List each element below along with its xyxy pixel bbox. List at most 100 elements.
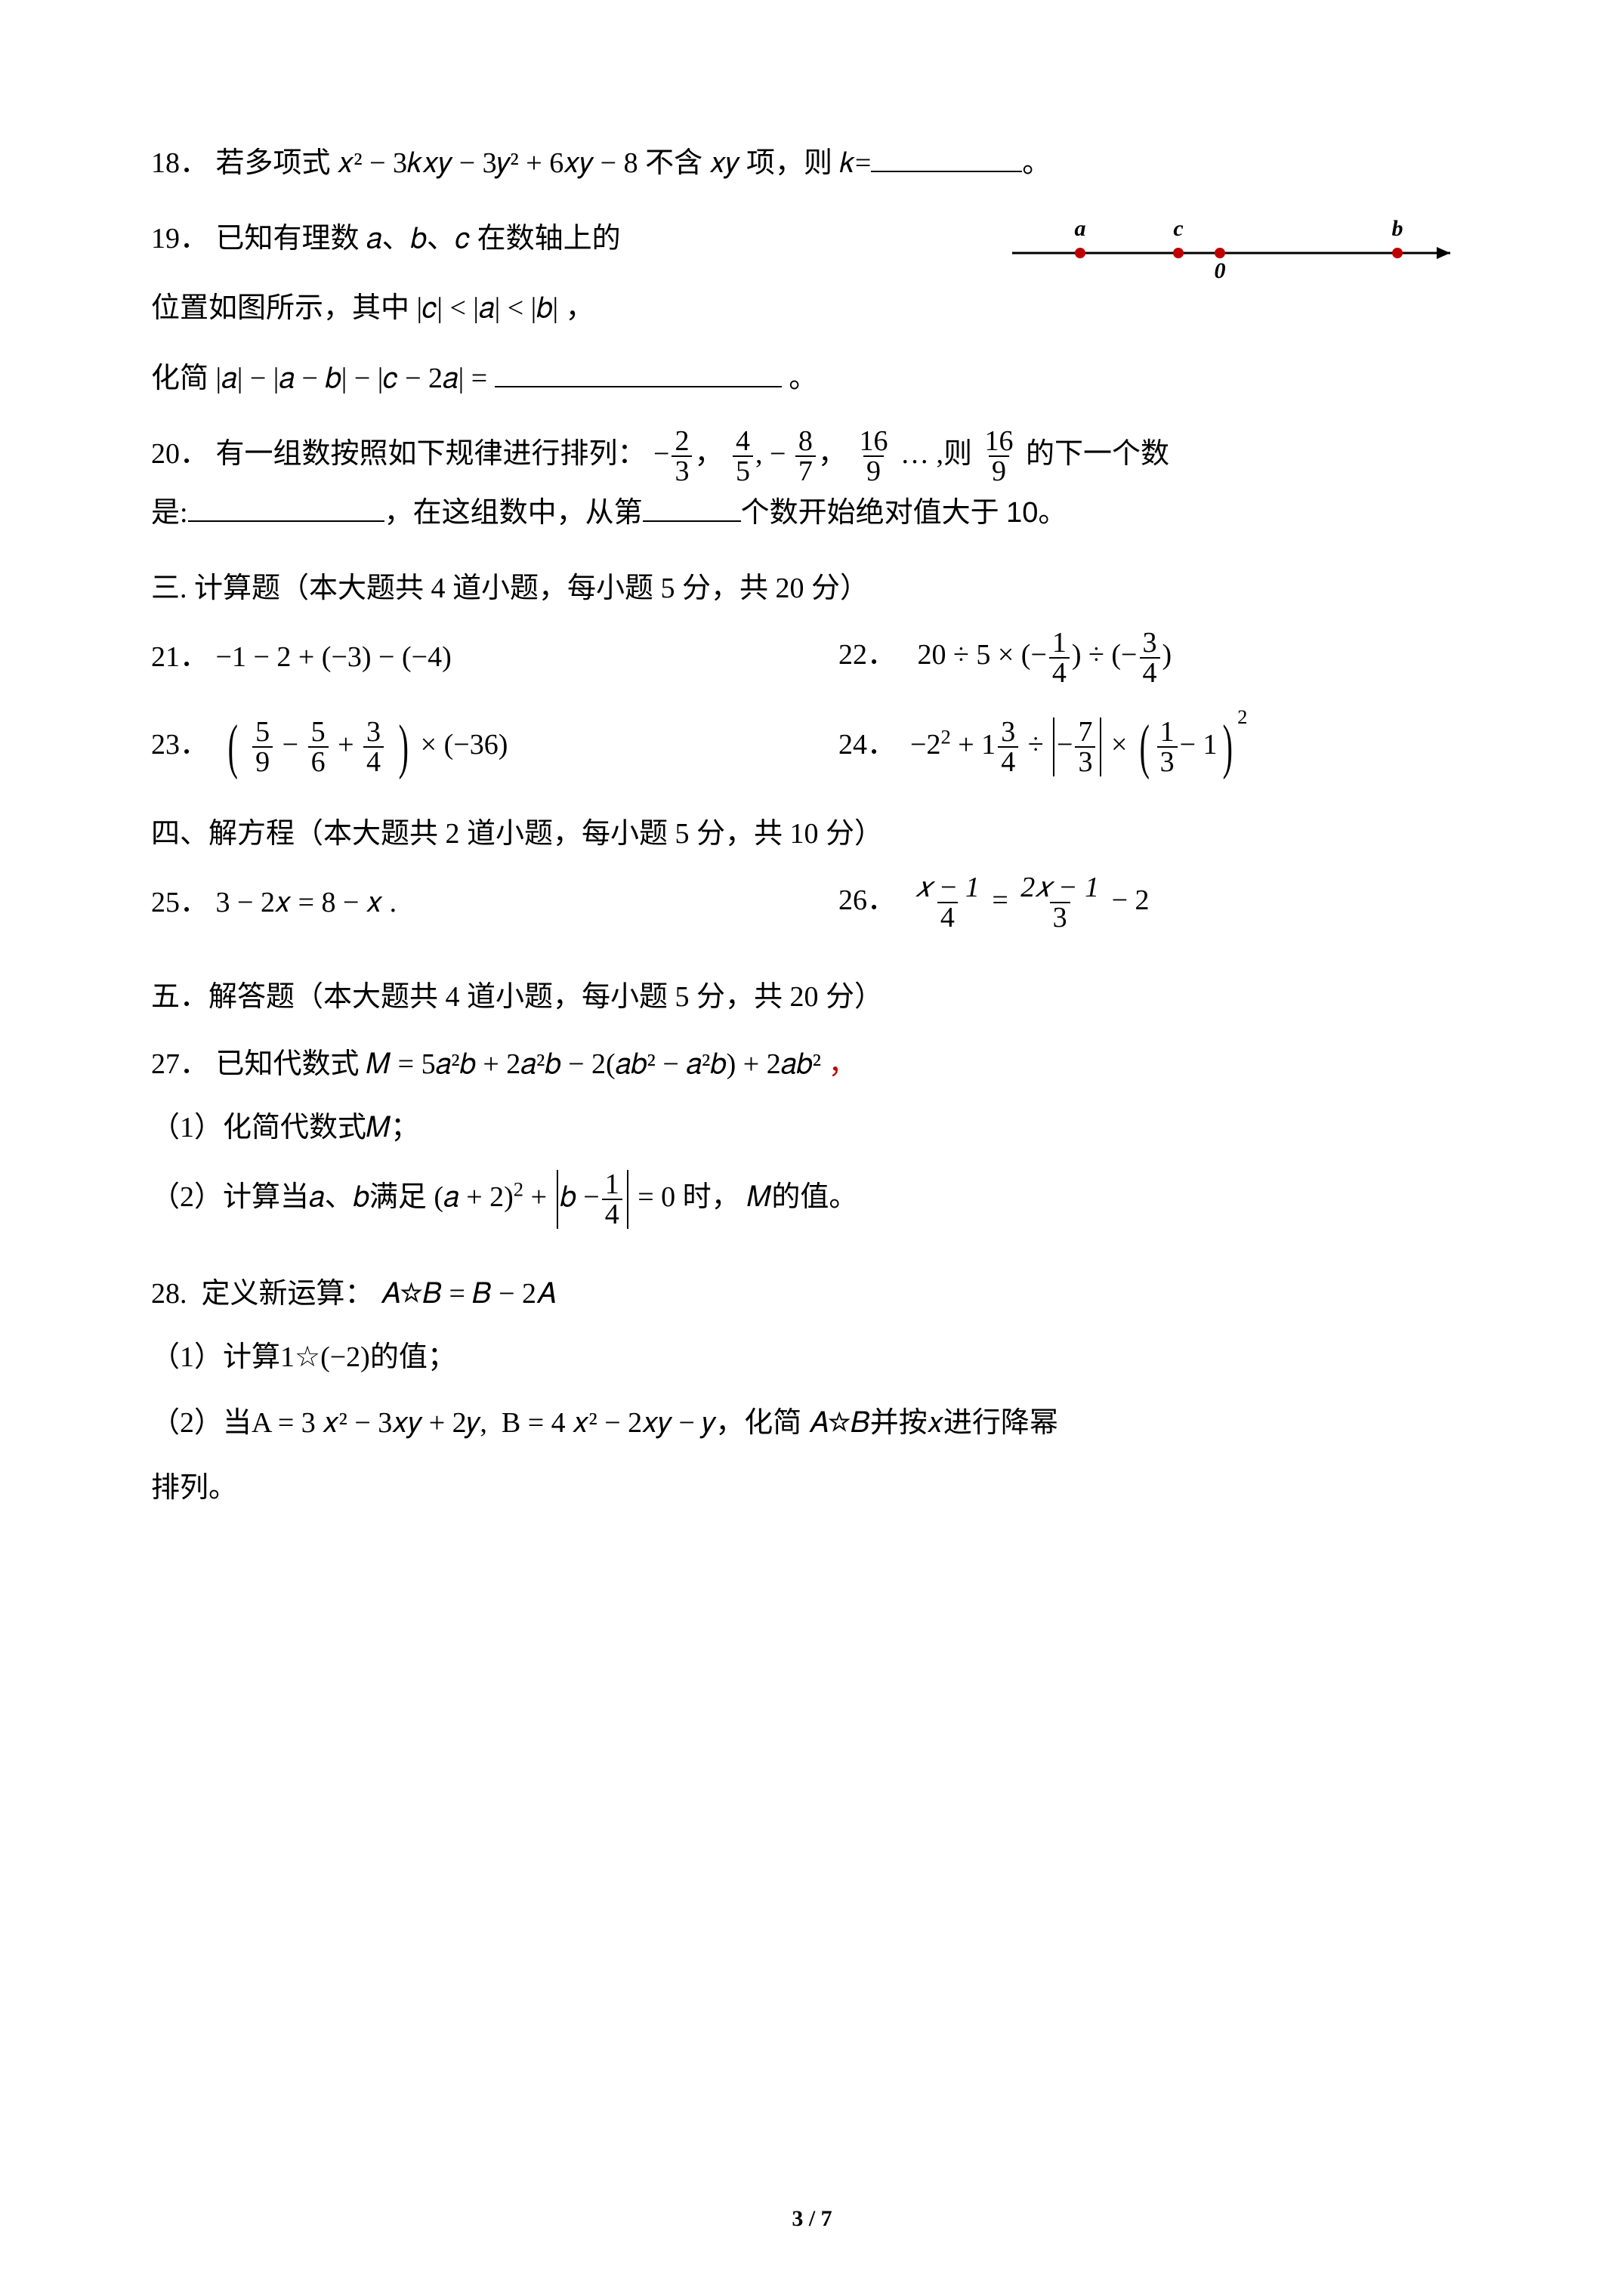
q23-d3: 4 <box>363 746 384 776</box>
q23-d1: 9 <box>252 746 273 776</box>
q20-t3-den: 7 <box>795 455 816 486</box>
q24-plus: + 1 <box>958 729 996 761</box>
q19-line3-a: 化简 <box>151 363 208 394</box>
q28-p2-d: 进行降幂 <box>943 1407 1058 1439</box>
q27-M: 𝑀 <box>366 1112 391 1143</box>
q27-lp: (𝑎 + 2) <box>434 1181 513 1213</box>
question-19: 19． 已知有理数 𝑎、𝑏、𝑐 在数轴上的 位置如图所示，其中 |𝑐| < |𝑎… <box>151 211 1473 406</box>
q19-end: 。 <box>789 363 817 394</box>
q27-p2-b: 满足 <box>369 1181 427 1213</box>
q24-sup2: 2 <box>1237 705 1247 728</box>
q20-line2-d: 。 <box>1038 497 1067 529</box>
q22-mid: ) ÷ (− <box>1072 639 1138 671</box>
q20-text-a: 有一组数按照如下规律进行排列： <box>216 438 647 470</box>
section-4-heading: 四、解方程（本大题共 2 道小题，每小题 5 分，共 10 分） <box>151 807 1473 861</box>
question-27: 27． 已知代数式 𝑀 = 5𝑎²𝑏 + 2𝑎²𝑏 − 2(𝑎𝑏² − 𝑎²𝑏)… <box>151 1037 1473 1230</box>
q20-t5-num: 16 <box>981 427 1016 455</box>
q28-p1-b: 的值； <box>370 1341 456 1373</box>
q19-line2-a: 位置如图所示，其中 <box>151 292 409 324</box>
q24-a: −2 <box>910 729 940 761</box>
q24-md: 4 <box>998 746 1018 776</box>
q26-num: 26． <box>838 884 896 916</box>
q18-xy: 𝑥𝑦 <box>710 147 739 179</box>
q26-rn: 2𝑥 − 1 <box>1017 873 1102 902</box>
q28-p3: 排列。 <box>151 1472 237 1504</box>
q27-fn: 1 <box>602 1170 622 1199</box>
q22-lead: 20 ÷ 5 × (− <box>918 639 1047 671</box>
q20-blank2 <box>643 493 741 522</box>
q27-p1: （1）化简代数式 <box>151 1112 366 1143</box>
q19-num: 19． <box>151 223 208 255</box>
q24-mn: 3 <box>998 718 1018 746</box>
q26-tail: − 2 <box>1112 884 1150 916</box>
q20-t2-den: 5 <box>733 455 753 486</box>
q20-t2-num: 4 <box>733 427 753 455</box>
q23-n3: 3 <box>363 718 384 746</box>
q20-line2-b: ，在这组数中，从第 <box>384 497 643 529</box>
q19-line1-b: 在数轴上的 <box>477 223 621 255</box>
q22-d2: 4 <box>1140 657 1160 687</box>
q23-n2: 5 <box>308 718 329 746</box>
q19-line2-b: ， <box>566 292 594 324</box>
number-line-figure: a c 0 b <box>1005 211 1473 298</box>
q18-blank <box>871 144 1022 172</box>
q19-expr: |𝑎| − |𝑎 − 𝑏| − |𝑐 − 2𝑎| = <box>216 363 495 394</box>
q27-tail: = 0 时， <box>638 1181 739 1213</box>
q18-num: 18． <box>151 147 208 179</box>
q27-semi: ； <box>391 1112 419 1143</box>
question-21: 21． −1 − 2 + (−3) − (−4) <box>151 630 838 684</box>
q20-t1-den: 3 <box>672 455 692 486</box>
section-3-heading: 三. 计算题（本大题共 4 道小题，每小题 5 分，共 20 分） <box>151 561 1473 616</box>
q21-expr: −1 − 2 + (−3) − (−4) <box>216 641 452 673</box>
question-25: 25． 3 − 2𝑥 = 8 − 𝑥 . <box>151 875 838 930</box>
q26-eq: = <box>992 884 1008 916</box>
q22-d1: 4 <box>1049 657 1070 687</box>
q28-def: 𝐴☆𝐵 = 𝐵 − 2𝐴 <box>381 1278 555 1310</box>
q26-rd: 3 <box>1050 902 1070 932</box>
q20-num: 20． <box>151 438 208 470</box>
q20-text-d: 的下一个数 <box>1026 438 1169 470</box>
q18-k: 𝑘= <box>840 147 872 179</box>
question-18: 18． 若多项式 𝑥² − 3𝑘𝑥𝑦 − 3𝑦² + 6𝑥𝑦 − 8 不含 𝑥𝑦… <box>151 136 1473 190</box>
q27-Mword: 𝑀 <box>747 1181 771 1213</box>
q20-text-c: … ,则 <box>900 438 972 470</box>
q28-p2-a: （2）当 <box>151 1407 252 1439</box>
q23-tail: × (−36) <box>421 729 508 761</box>
q22-tail: ) <box>1162 639 1172 671</box>
q24-div: ÷ <box>1028 729 1044 761</box>
q28-p2-A: A = 3 𝑥² − 3𝑥𝑦 + 2𝑦, <box>252 1407 487 1439</box>
q23-n1: 5 <box>252 718 273 746</box>
q18-end: 。 <box>1022 147 1051 179</box>
section-5-heading: 五．解答题（本大题共 4 道小题，每小题 5 分，共 20 分） <box>151 970 1473 1024</box>
question-28: 28. 定义新运算： 𝐴☆𝐵 = 𝐵 − 2𝐴 （1）计算1☆(−2)的值； （… <box>151 1267 1473 1515</box>
question-22: 22． 20 ÷ 5 × (−14) ÷ (−34) <box>838 628 1473 687</box>
q24-times: × <box>1111 729 1127 761</box>
q20-line2-c: 个数开始绝对值大于 <box>741 497 999 529</box>
q27-num: 27． <box>151 1048 208 1080</box>
q27-comma: ， <box>829 1048 857 1080</box>
q23-d2: 6 <box>308 746 329 776</box>
q27-ab: 𝑎、𝑏 <box>309 1181 369 1213</box>
q28-p1-a: （1）计算 <box>151 1341 280 1373</box>
q24-sup1: 2 <box>940 725 950 748</box>
svg-text:b: b <box>1392 216 1403 241</box>
q18-text-c: 项，则 <box>746 147 832 179</box>
svg-text:a: a <box>1075 216 1086 241</box>
question-24: 24． −22 + 134 ÷ −73 × (13− 1)2 <box>838 718 1473 776</box>
q25-num: 25． <box>151 887 208 918</box>
q27-sup: 2 <box>514 1177 523 1200</box>
q20-t5-den: 9 <box>989 455 1009 486</box>
q24-prest: − 1 <box>1180 729 1218 761</box>
q27-fd: 4 <box>602 1199 622 1229</box>
q28-p2-c: 并按 <box>870 1407 928 1439</box>
q27-expr: 𝑀 = 5𝑎²𝑏 + 2𝑎²𝑏 − 2(𝑎𝑏² − 𝑎²𝑏) + 2𝑎𝑏² <box>366 1048 821 1080</box>
q24-absd: 3 <box>1075 746 1095 776</box>
q26-ld: 4 <box>937 902 958 932</box>
q24-pn: 1 <box>1157 718 1178 746</box>
q20-ten: 10 <box>1006 497 1038 529</box>
q24-absn: 7 <box>1075 718 1095 746</box>
q20-t4-den: 9 <box>863 455 884 486</box>
q27-abs-l: 𝑏 − <box>560 1181 600 1213</box>
q20-blank1 <box>188 493 384 522</box>
q26-ln: 𝑥 − 1 <box>912 873 983 902</box>
